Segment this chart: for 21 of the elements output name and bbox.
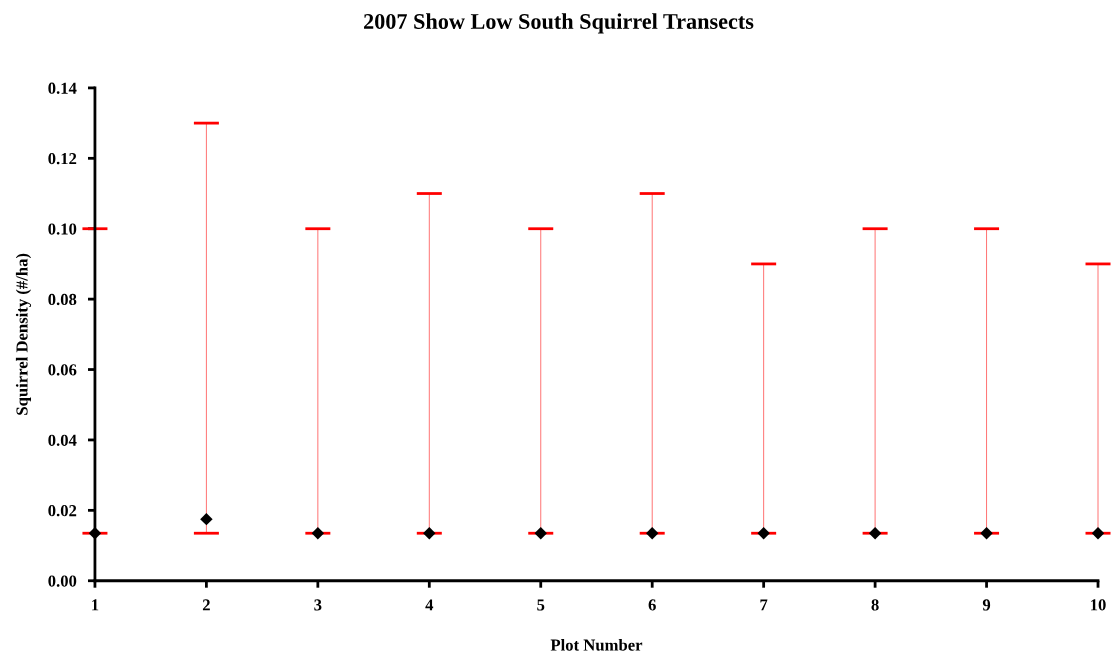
y-tick-label: 0.00 <box>48 575 77 587</box>
x-tick-label: 3 <box>314 599 322 611</box>
x-tick-label: 1 <box>92 599 99 611</box>
y-tick-label: 0.04 <box>48 434 77 446</box>
y-axis-title: Squirrel Density (#/ha) <box>15 253 32 415</box>
x-axis-title: Plot Number <box>550 638 643 651</box>
x-tick-label: 4 <box>425 599 434 611</box>
x-tick-label: 2 <box>202 599 210 611</box>
x-tick-label: 6 <box>648 599 656 611</box>
y-tick-label: 0.12 <box>48 153 77 165</box>
y-tick-label: 0.14 <box>48 82 77 94</box>
x-tick-label: 7 <box>760 599 768 611</box>
x-tick-label: 10 <box>1091 599 1106 611</box>
y-tick-label: 0.08 <box>48 293 77 306</box>
chart-title: 2007 Show Low South Squirrel Transects <box>364 13 754 34</box>
y-tick-label: 0.06 <box>48 364 77 376</box>
x-tick-label: 8 <box>871 599 879 611</box>
y-tick-label: 0.10 <box>48 223 77 235</box>
x-tick-label: 9 <box>982 599 991 611</box>
y-tick-label: 0.02 <box>48 505 77 517</box>
x-tick-label: 5 <box>537 599 545 611</box>
